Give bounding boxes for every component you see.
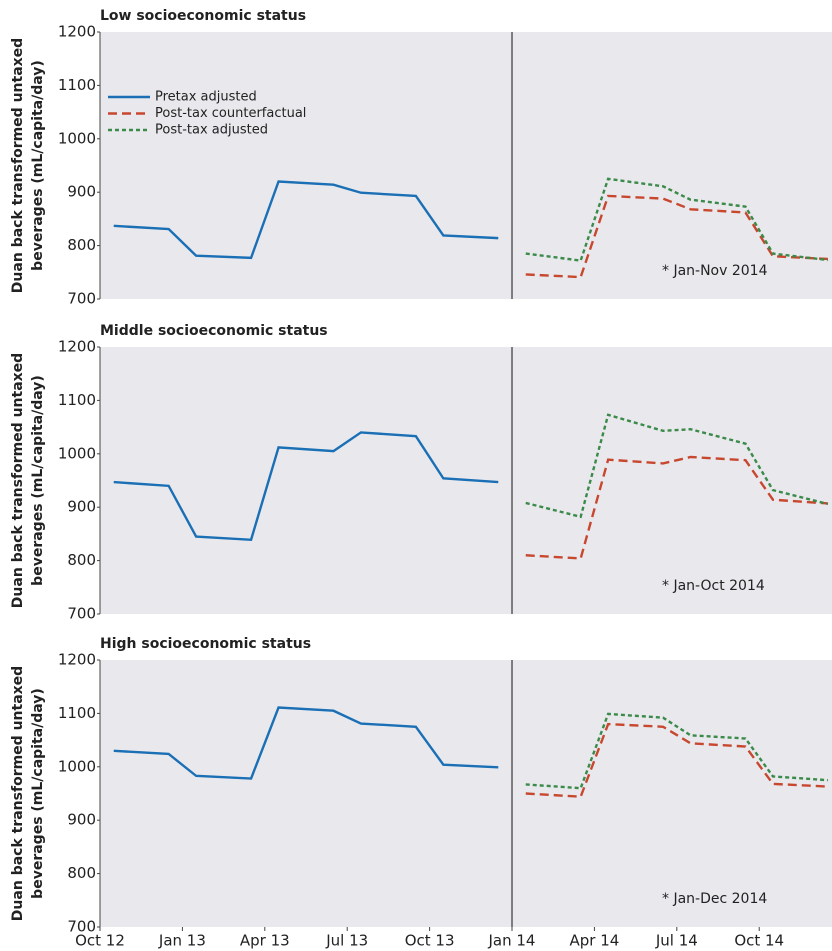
y-tick-label: 1200: [58, 338, 96, 356]
legend-label: Pretax adjusted: [155, 90, 257, 105]
series-line: [525, 722, 828, 798]
y-axis-label: Duan back transformed untaxed: [10, 353, 26, 608]
series-line: [113, 431, 499, 542]
series-line: [113, 706, 499, 780]
y-tick-label: 900: [67, 183, 96, 201]
series-line: [525, 712, 828, 790]
y-tick-label: 700: [67, 918, 96, 936]
y-axis-label: beverages (mL/capita/day): [30, 375, 46, 586]
series-line: [525, 455, 828, 560]
panel-title: High socioeconomic status: [100, 636, 311, 652]
x-tick-label: Oct 14: [734, 932, 784, 950]
series-line: [525, 177, 829, 262]
panel-title: Middle socioeconomic status: [100, 323, 328, 339]
x-tick-label: Oct 12: [75, 932, 125, 950]
annotation: * Jan-Oct 2014: [662, 578, 765, 594]
y-tick-label: 1100: [58, 704, 96, 722]
y-tick-label: 700: [67, 605, 96, 623]
y-tick-label: 900: [67, 811, 96, 829]
y-tick-label: 800: [67, 236, 96, 254]
x-tick-label: Apr 13: [240, 932, 290, 950]
x-tick-label: Jul 13: [325, 932, 368, 950]
series-line: [525, 413, 829, 519]
y-tick-label: 1100: [58, 76, 96, 94]
series-line: [525, 194, 828, 279]
y-tick-label: 1200: [58, 23, 96, 41]
y-tick-label: 1200: [58, 651, 96, 669]
y-axis-label: beverages (mL/capita/day): [30, 60, 46, 271]
series-line: [113, 180, 499, 260]
y-tick-label: 800: [67, 551, 96, 569]
y-tick-label: 900: [67, 498, 96, 516]
y-axis-label: Duan back transformed untaxed: [10, 38, 26, 293]
legend-label: Post-tax counterfactual: [155, 106, 306, 121]
x-tick-label: Jul 14: [655, 932, 698, 950]
y-tick-label: 1000: [58, 444, 96, 462]
plot-background: [100, 660, 832, 927]
x-tick-label: Apr 14: [570, 932, 620, 950]
annotation: * Jan-Dec 2014: [662, 891, 767, 907]
annotation: * Jan-Nov 2014: [662, 263, 768, 279]
y-tick-label: 1000: [58, 757, 96, 775]
y-axis-label: beverages (mL/capita/day): [30, 688, 46, 899]
x-tick-label: Oct 13: [405, 932, 455, 950]
plot-background: [100, 32, 832, 299]
legend-label: Post-tax adjusted: [155, 123, 268, 138]
x-tick-label: Jan 13: [158, 932, 206, 950]
y-tick-label: 700: [67, 290, 96, 308]
y-tick-label: 1000: [58, 129, 96, 147]
y-tick-label: 800: [67, 864, 96, 882]
x-tick-label: Jan 14: [488, 932, 536, 950]
y-axis-label: Duan back transformed untaxed: [10, 666, 26, 921]
panel-title: Low socioeconomic status: [100, 8, 306, 24]
y-tick-label: 1100: [58, 391, 96, 409]
